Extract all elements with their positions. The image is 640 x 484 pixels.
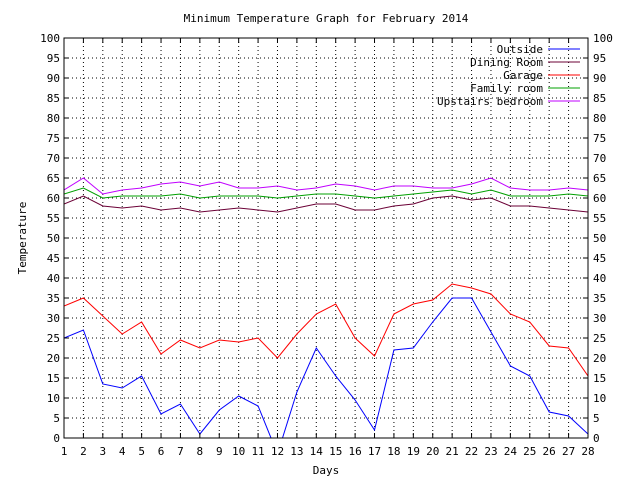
x-tick-label: 19 [407, 445, 420, 458]
x-tick-label: 8 [197, 445, 204, 458]
series-lines [64, 177, 588, 438]
y-tick-label-right: 70 [593, 152, 606, 165]
y-tick-label-right: 50 [593, 232, 606, 245]
x-tick-label: 11 [251, 445, 264, 458]
chart-title: Minimum Temperature Graph for February 2… [184, 12, 469, 25]
legend-label-outside: Outside [497, 43, 543, 56]
y-tick-label-left: 5 [53, 412, 60, 425]
x-tick-label: 14 [310, 445, 324, 458]
y-tick-label-right: 75 [593, 132, 606, 145]
x-tick-label: 9 [216, 445, 223, 458]
x-tick-label: 26 [543, 445, 556, 458]
x-tick-label: 24 [504, 445, 518, 458]
y-tick-label-right: 65 [593, 172, 606, 185]
y-tick-label-left: 55 [47, 212, 60, 225]
legend-label-dining-room: Dining Room [470, 56, 543, 69]
x-tick-label: 2 [80, 445, 87, 458]
y-tick-label-right: 35 [593, 292, 606, 305]
y-tick-label-left: 60 [47, 192, 60, 205]
y-tick-label-right: 20 [593, 352, 606, 365]
x-tick-label: 22 [465, 445, 478, 458]
y-tick-label-right: 30 [593, 312, 606, 325]
y-tick-label-left: 0 [53, 432, 60, 445]
y-axis-label: Temperature [16, 202, 29, 275]
y-tick-label-right: 45 [593, 252, 606, 265]
y-tick-label-right: 10 [593, 392, 606, 405]
x-tick-label: 27 [562, 445, 575, 458]
y-tick-label-left: 30 [47, 312, 60, 325]
y-tick-label-right: 95 [593, 52, 606, 65]
x-tick-label: 1 [61, 445, 68, 458]
y-tick-label-left: 35 [47, 292, 60, 305]
y-tick-label-left: 100 [40, 32, 60, 45]
y-tick-label-left: 25 [47, 332, 60, 345]
y-tick-label-left: 10 [47, 392, 60, 405]
series-line-dining-room [64, 195, 588, 213]
y-tick-label-left: 85 [47, 92, 60, 105]
x-tick-label: 6 [158, 445, 165, 458]
y-tick-label-left: 65 [47, 172, 60, 185]
y-tick-label-left: 50 [47, 232, 60, 245]
legend-label-family-room: Family room [470, 82, 543, 95]
x-tick-label: 20 [426, 445, 439, 458]
y-tick-label-right: 0 [593, 432, 600, 445]
y-tick-label-right: 5 [593, 412, 600, 425]
x-tick-label: 12 [271, 445, 284, 458]
legend-label-upstairs-bedroom: Upstairs bedroom [437, 95, 543, 108]
x-tick-label: 15 [329, 445, 342, 458]
y-tick-label-right: 85 [593, 92, 606, 105]
x-tick-label: 16 [348, 445, 361, 458]
y-tick-label-left: 90 [47, 72, 60, 85]
axis-ticks [63, 37, 589, 439]
y-tick-label-right: 40 [593, 272, 606, 285]
x-tick-label: 17 [368, 445, 381, 458]
y-tick-label-left: 15 [47, 372, 60, 385]
grid [64, 38, 588, 438]
series-line-outside [64, 297, 588, 438]
x-tick-label: 25 [523, 445, 536, 458]
series-line-garage [64, 283, 588, 377]
y-tick-label-right: 90 [593, 72, 606, 85]
y-tick-label-right: 15 [593, 372, 606, 385]
x-tick-label: 23 [484, 445, 497, 458]
y-tick-label-right: 60 [593, 192, 606, 205]
y-tick-label-left: 45 [47, 252, 60, 265]
series-line-upstairs-bedroom [64, 177, 588, 195]
y-tick-label-left: 20 [47, 352, 60, 365]
x-tick-label: 13 [290, 445, 303, 458]
y-tick-label-right: 55 [593, 212, 606, 225]
x-tick-label: 3 [100, 445, 107, 458]
x-tick-label: 4 [119, 445, 126, 458]
y-tick-label-left: 40 [47, 272, 60, 285]
x-tick-label: 5 [138, 445, 145, 458]
x-tick-label: 18 [387, 445, 400, 458]
y-tick-label-left: 70 [47, 152, 60, 165]
x-axis-label: Days [313, 464, 340, 477]
y-tick-label-right: 25 [593, 332, 606, 345]
y-tick-label-right: 100 [593, 32, 613, 45]
y-tick-label-left: 95 [47, 52, 60, 65]
y-tick-label-left: 75 [47, 132, 60, 145]
x-tick-label: 10 [232, 445, 245, 458]
x-tick-label: 28 [581, 445, 594, 458]
x-tick-label: 21 [446, 445, 459, 458]
y-tick-label-left: 80 [47, 112, 60, 125]
series-line-family-room [64, 187, 588, 199]
legend-label-garage: Garage [503, 69, 543, 82]
y-tick-label-right: 80 [593, 112, 606, 125]
x-tick-label: 7 [177, 445, 184, 458]
